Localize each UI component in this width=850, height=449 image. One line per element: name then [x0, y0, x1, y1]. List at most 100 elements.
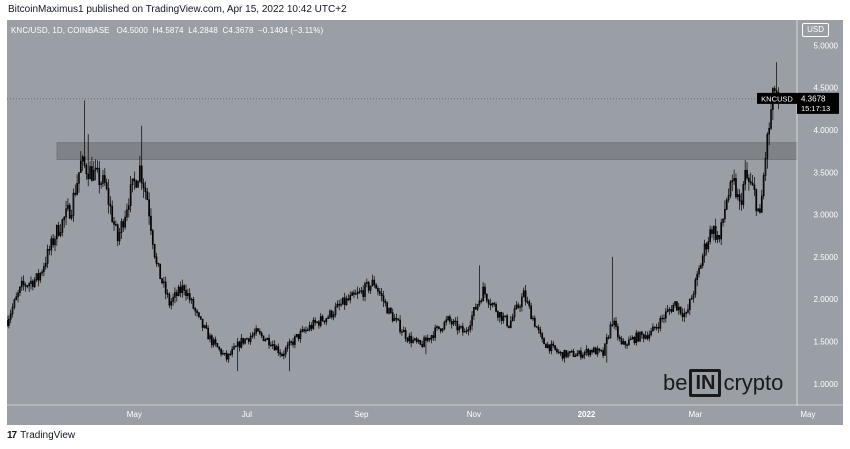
candle-body — [227, 353, 230, 360]
candle-body — [102, 175, 104, 184]
price-tag-box — [797, 92, 839, 114]
candle-body — [635, 332, 638, 344]
candle-body — [565, 350, 568, 357]
candle-body — [735, 178, 737, 198]
candle-body — [336, 303, 339, 308]
candle-body — [316, 321, 318, 323]
candle-body — [458, 326, 460, 331]
candle-body — [196, 310, 198, 314]
chart-area[interactable]: 1.0000 1.5000 2.0000 2.5000 3.0000 3.5000 4.00… — [7, 20, 843, 425]
candle-body — [377, 288, 379, 292]
candle-body — [399, 319, 401, 333]
candle-body — [133, 178, 136, 182]
candlestick-chart[interactable]: 1.0000 1.5000 2.0000 2.5000 3.0000 3.5000 4.00… — [7, 20, 843, 425]
candle-body — [57, 224, 60, 236]
candle-body — [30, 280, 32, 285]
candle-body — [439, 328, 442, 332]
candle-body — [598, 348, 601, 351]
candle-body — [679, 306, 682, 314]
candle-body — [375, 284, 377, 289]
candle-body — [299, 331, 302, 340]
candle-body — [153, 244, 156, 258]
candle-body — [262, 335, 265, 342]
legend-low-label: L — [188, 26, 193, 35]
footer: 17 TradingView — [7, 430, 75, 441]
candle-body — [120, 221, 123, 233]
candle-body — [179, 286, 182, 294]
candle-body — [290, 341, 293, 343]
candle-body — [515, 304, 518, 310]
candle-body — [561, 352, 564, 359]
candle-body — [670, 309, 673, 312]
candle-body — [642, 334, 645, 339]
candle-body — [467, 329, 470, 332]
candle-body — [696, 273, 699, 281]
candle-body — [249, 336, 252, 342]
candle-body — [87, 173, 90, 180]
candle-body — [366, 282, 368, 284]
candle-body — [155, 256, 158, 264]
candle-body — [622, 341, 625, 345]
candle-body — [556, 349, 558, 353]
candle-body — [607, 337, 610, 339]
candle-body — [500, 312, 503, 321]
candle-body — [751, 182, 754, 186]
candle-body — [233, 346, 235, 350]
candle-body — [596, 348, 599, 355]
candle-body — [437, 326, 440, 329]
candle-body — [140, 165, 143, 184]
candle-body — [463, 330, 466, 333]
candle-body — [526, 301, 529, 303]
candle-body — [748, 177, 750, 182]
candle-body — [650, 330, 652, 336]
candle-body — [668, 309, 671, 311]
candle-body — [79, 160, 82, 173]
candle-body — [474, 307, 477, 310]
candle-body — [655, 326, 658, 329]
candle-body — [548, 344, 551, 352]
candle-body — [585, 348, 588, 353]
candle-body — [334, 306, 337, 315]
candle-body — [533, 317, 536, 327]
candle-body — [297, 333, 300, 340]
candle-body — [602, 350, 604, 356]
candle-body — [480, 300, 483, 302]
watermark-right: crypto — [723, 370, 784, 395]
candle-body — [626, 344, 628, 346]
candle-body — [384, 300, 387, 304]
candle-body — [68, 204, 71, 219]
currency-button[interactable]: USD — [802, 23, 829, 37]
candle-body — [157, 263, 160, 265]
candle-body — [716, 234, 719, 240]
candle-body — [364, 283, 366, 298]
candle-body — [380, 293, 383, 296]
candle-body — [11, 306, 14, 315]
watermark-left: be — [663, 370, 688, 395]
candle-body — [733, 178, 735, 181]
candle-body — [199, 316, 202, 320]
candle-body — [22, 280, 25, 285]
footer-brand[interactable]: TradingView — [20, 430, 76, 441]
candle-body — [70, 215, 73, 219]
candle-body — [412, 339, 414, 344]
candle-body — [766, 133, 769, 159]
candle-body — [676, 301, 678, 311]
candle-body — [648, 334, 651, 339]
candle-body — [637, 332, 640, 342]
candle-body — [238, 341, 241, 348]
candle-body — [192, 298, 195, 309]
candle-body — [478, 300, 481, 305]
candle-body — [589, 349, 592, 356]
candle-body — [517, 304, 520, 308]
candle-body — [535, 326, 538, 328]
candle-body — [164, 281, 167, 294]
candle-body — [436, 326, 438, 329]
candle-body — [391, 312, 394, 322]
candle-body — [59, 232, 62, 236]
candle-body — [163, 281, 165, 284]
candle-body — [449, 316, 451, 322]
candle-body — [358, 291, 361, 293]
x-tick-label: Mar — [688, 410, 702, 419]
candle-body — [198, 312, 200, 317]
candle-body — [738, 194, 741, 202]
